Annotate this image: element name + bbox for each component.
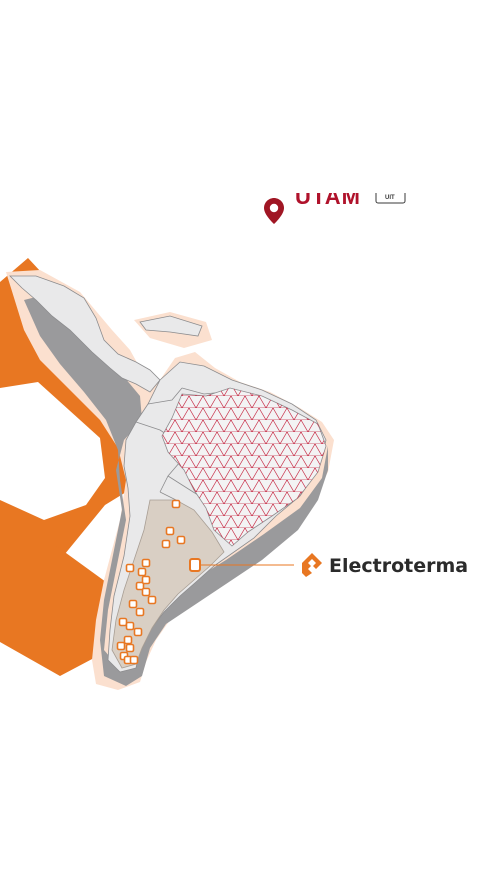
callout-target-marker xyxy=(189,558,201,572)
map-pin-icon xyxy=(264,198,284,224)
site-marker-icon xyxy=(165,526,175,536)
site-marker-icon xyxy=(135,607,145,617)
site-marker-icon xyxy=(125,563,135,573)
site-marker-icon xyxy=(141,558,151,568)
site-marker-icon xyxy=(147,595,157,605)
site-marker-icon xyxy=(161,539,171,549)
site-marker-icon xyxy=(123,635,133,645)
utam-brand-text: UTAM xyxy=(295,184,361,209)
site-marker-icon xyxy=(176,535,186,545)
site-marker-icon xyxy=(116,641,126,651)
uit-badge: UIT xyxy=(375,193,406,204)
map-shadow xyxy=(24,296,328,686)
site-marker-icon xyxy=(141,575,151,585)
svg-text:UIT: UIT xyxy=(385,195,395,201)
site-marker-icon xyxy=(135,581,145,591)
electroterma-logo-icon xyxy=(302,553,322,577)
site-marker-icon xyxy=(128,599,138,609)
argentina-region xyxy=(111,499,225,669)
site-marker-icon xyxy=(129,655,139,665)
site-marker-icon xyxy=(141,587,151,597)
site-marker-icon xyxy=(125,621,135,631)
header-crop: UTAM UIT xyxy=(295,184,406,209)
site-marker-icon xyxy=(137,567,147,577)
site-marker-icon xyxy=(125,643,135,653)
brazil-mesh-pattern xyxy=(162,388,326,546)
site-marker-icon xyxy=(133,627,143,637)
electroterma-brand-name: Electroterma xyxy=(329,555,468,577)
site-markers xyxy=(116,499,186,665)
site-marker-icon xyxy=(118,617,128,627)
site-marker-icon xyxy=(171,499,181,509)
